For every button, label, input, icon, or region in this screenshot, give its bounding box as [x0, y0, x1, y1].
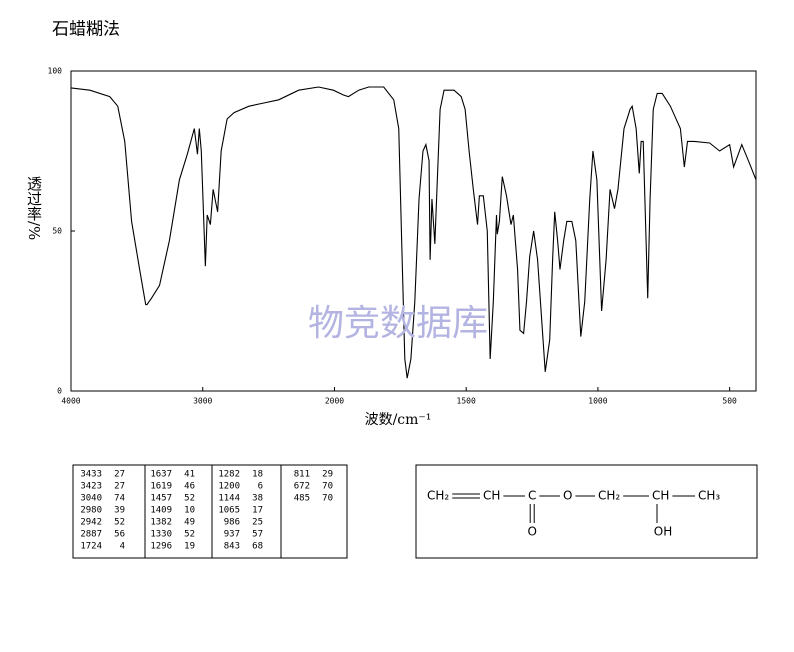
peak-transmittance: 4: [120, 542, 125, 552]
structure-group: CH₂: [598, 489, 620, 503]
x-tick-label: 3000: [193, 397, 212, 406]
structure-group: CH₂: [427, 489, 449, 503]
peak-transmittance: 38: [252, 494, 263, 504]
y-tick-label: 100: [48, 67, 63, 76]
peak-wavenumber: 485: [294, 494, 310, 504]
hydroxyl: OH: [654, 525, 672, 539]
peak-wavenumber: 1200: [218, 482, 240, 492]
structure-group: CH₃: [698, 489, 720, 503]
peak-wavenumber: 1065: [218, 506, 240, 516]
structure-group: C: [528, 489, 536, 503]
structure-frame: [415, 464, 758, 559]
peak-transmittance: 52: [184, 530, 195, 540]
peak-wavenumber: 3040: [80, 494, 102, 504]
peak-transmittance: 68: [252, 542, 263, 552]
peak-transmittance: 52: [184, 494, 195, 504]
spectrum-line: [70, 86, 757, 379]
chart-title: 石蜡糊法: [52, 20, 120, 40]
peak-transmittance: 29: [322, 470, 333, 480]
peak-transmittance: 46: [184, 482, 195, 492]
peak-wavenumber: 1619: [150, 482, 172, 492]
peak-transmittance: 41: [184, 470, 195, 480]
x-tick-label: 500: [722, 397, 737, 406]
peak-wavenumber: 1296: [150, 542, 172, 552]
x-tick-label: 1000: [588, 397, 607, 406]
peak-transmittance: 52: [114, 518, 125, 528]
peak-wavenumber: 1282: [218, 470, 240, 480]
y-tick-label: 50: [52, 227, 62, 236]
peak-transmittance: 10: [184, 506, 195, 516]
peak-wavenumber: 1457: [150, 494, 172, 504]
x-tick-label: 2000: [325, 397, 344, 406]
peak-table-frame: [72, 464, 348, 559]
peak-transmittance: 27: [114, 482, 125, 492]
structure-group: CH: [483, 489, 500, 503]
peak-wavenumber: 2980: [80, 506, 102, 516]
peak-wavenumber: 986: [224, 518, 240, 528]
peak-wavenumber: 2887: [80, 530, 102, 540]
peak-transmittance: 17: [252, 506, 263, 516]
peak-transmittance: 70: [322, 482, 333, 492]
peak-wavenumber: 1637: [150, 470, 172, 480]
structure-group: O: [563, 489, 572, 503]
peak-transmittance: 18: [252, 470, 263, 480]
peak-transmittance: 74: [114, 494, 125, 504]
y-tick-label: 0: [57, 387, 62, 396]
peak-wavenumber: 1144: [218, 494, 240, 504]
peak-transmittance: 25: [252, 518, 263, 528]
watermark: 物竞数据库: [308, 303, 488, 344]
peak-wavenumber: 1382: [150, 518, 172, 528]
peak-wavenumber: 3433: [80, 470, 102, 480]
peak-wavenumber: 811: [294, 470, 310, 480]
x-tick-label: 4000: [61, 397, 80, 406]
peak-transmittance: 19: [184, 542, 195, 552]
peak-wavenumber: 1330: [150, 530, 172, 540]
y-axis-label: 透过率/%: [25, 176, 43, 241]
structure-group: CH: [652, 489, 669, 503]
peak-transmittance: 6: [258, 482, 263, 492]
peak-wavenumber: 672: [294, 482, 310, 492]
peak-transmittance: 39: [114, 506, 125, 516]
peak-wavenumber: 843: [224, 542, 240, 552]
peak-wavenumber: 937: [224, 530, 240, 540]
peak-transmittance: 56: [114, 530, 125, 540]
peak-wavenumber: 1409: [150, 506, 172, 516]
plot-frame: [70, 70, 757, 392]
carbonyl-oxygen: O: [527, 525, 536, 539]
peak-transmittance: 70: [322, 494, 333, 504]
x-tick-label: 1500: [457, 397, 476, 406]
peak-transmittance: 57: [252, 530, 263, 540]
peak-wavenumber: 2942: [80, 518, 102, 528]
peak-transmittance: 49: [184, 518, 195, 528]
peak-wavenumber: 1724: [80, 542, 102, 552]
peak-wavenumber: 3423: [80, 482, 102, 492]
x-axis-label: 波数/cm⁻¹: [365, 412, 432, 428]
peak-transmittance: 27: [114, 470, 125, 480]
